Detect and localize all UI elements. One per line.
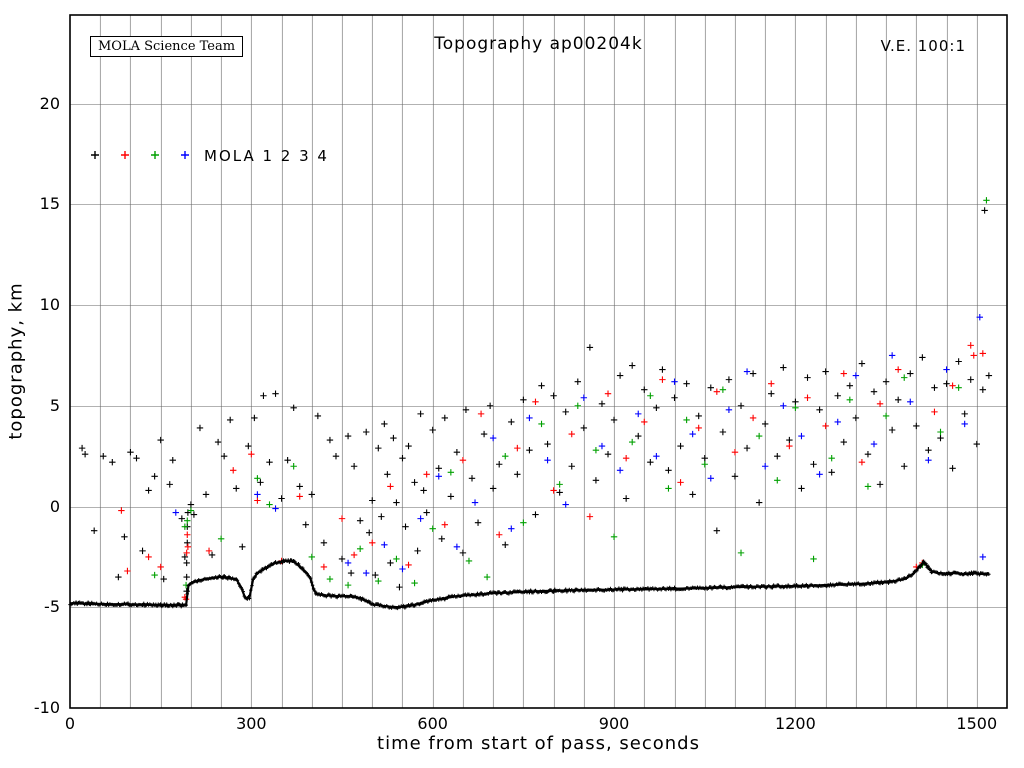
vertical-exaggeration-label: V.E. 100:1 (880, 37, 966, 55)
y-tick-label: 20 (39, 93, 60, 113)
x-tick-label: 300 (236, 714, 267, 733)
x-axis-label: time from start of pass, seconds (377, 733, 700, 754)
y-tick-label: 5 (49, 395, 60, 415)
plot-title: Topography ap00204k (434, 34, 643, 54)
x-tick-label: 1500 (956, 714, 998, 733)
mola-science-team-watermark: MOLA Science Team (90, 36, 244, 57)
y-tick-label: 10 (39, 295, 60, 315)
y-tick-label: 15 (39, 194, 60, 214)
x-tick-label: 1200 (775, 714, 816, 733)
x-tick-label: 900 (598, 714, 630, 733)
x-tick-label: 600 (417, 714, 448, 733)
y-tick-label: -5 (44, 597, 60, 617)
y-tick-label: -10 (33, 698, 60, 717)
y-tick-label: 0 (49, 496, 60, 516)
x-tick-label: 0 (64, 714, 76, 733)
legend-label: MOLA 1 2 3 4 (204, 147, 329, 165)
